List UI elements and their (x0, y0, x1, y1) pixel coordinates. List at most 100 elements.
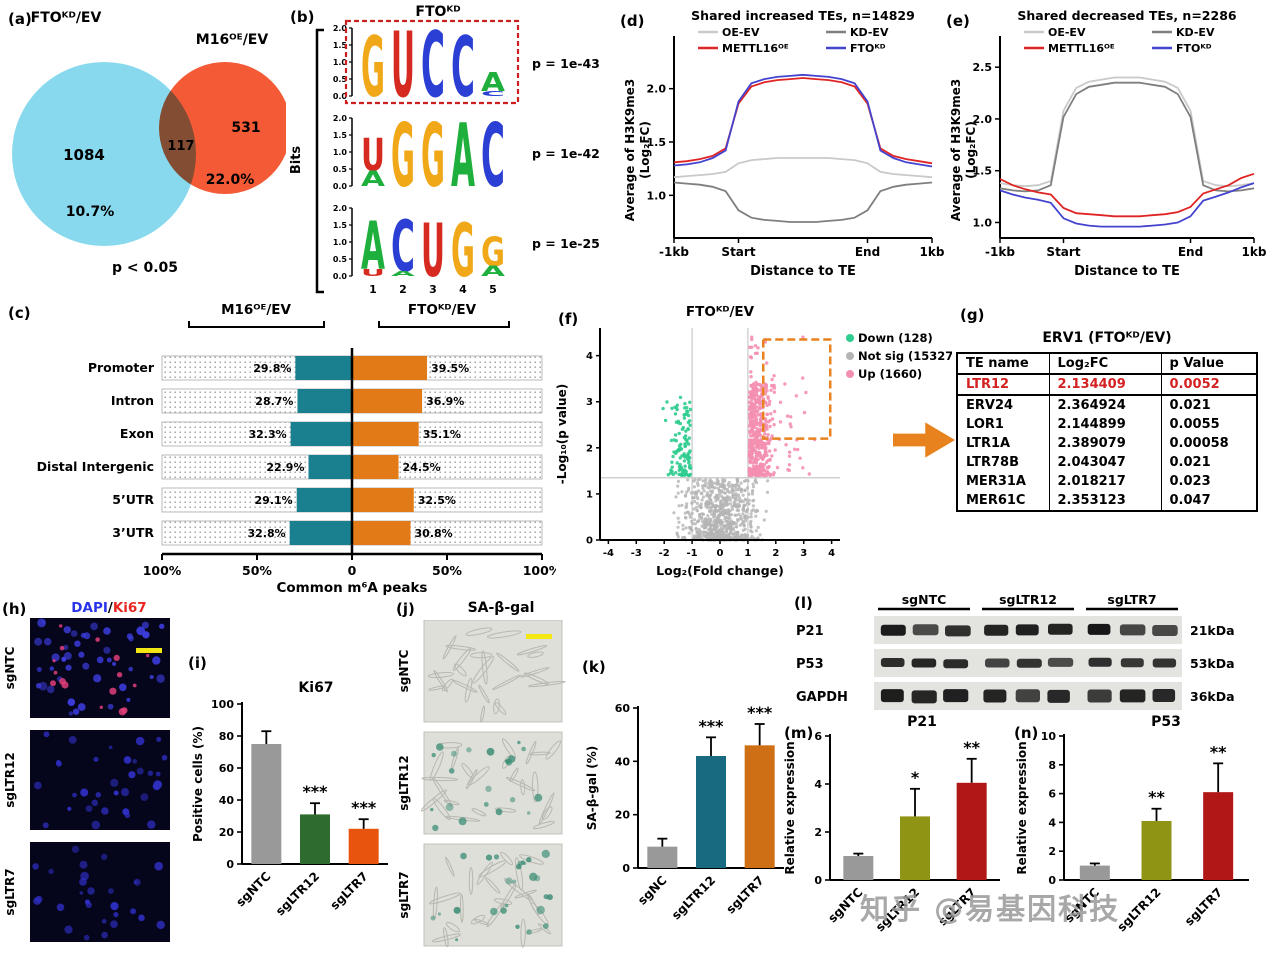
motif-letter-C: C (481, 89, 505, 98)
ki67-positive-cell (132, 683, 137, 688)
circle (773, 448, 777, 452)
blot-protein-label: GAPDH (796, 690, 848, 705)
cell-nucleus (112, 661, 117, 666)
circle (704, 525, 708, 529)
ytick-label: 20 (219, 826, 235, 839)
ytick-label: 2 (586, 443, 593, 454)
circle (751, 471, 755, 475)
blot-band (1047, 657, 1074, 667)
motif-letter-A: A (361, 167, 386, 192)
circle (763, 473, 767, 478)
circle (718, 521, 723, 525)
circle (748, 459, 752, 463)
table-cell: 2.018217 (1049, 472, 1162, 491)
circle (690, 501, 694, 505)
circle (682, 416, 687, 420)
circle (769, 412, 773, 416)
circle (721, 496, 725, 500)
circle (675, 403, 679, 407)
scale-bar (136, 648, 162, 653)
table-row: LTR78B 2.043047 0.021 (957, 453, 1257, 472)
circle (694, 505, 698, 510)
circle (798, 456, 802, 460)
circle (712, 515, 716, 519)
sa-b-gal-stain (543, 894, 549, 900)
cell-nucleus (149, 675, 154, 679)
sa-b-gal-bar-chart: 0 20 40 60 sgNC *** sgLTR12 *** sgLTR7 SA-β-gal (… (585, 702, 784, 922)
circle (687, 436, 691, 440)
bar-sgNTC (1079, 865, 1110, 880)
row-label: sgLTR7 (3, 868, 17, 915)
motif-ytick: 1.0 (333, 58, 348, 67)
circle (756, 473, 760, 478)
sa-b-gal-stain (451, 750, 457, 757)
circle (735, 535, 740, 539)
motif-highlight-box (344, 19, 520, 105)
circle (749, 512, 753, 516)
table-header: TE name (957, 353, 1050, 375)
circle (709, 507, 713, 511)
circle (765, 427, 769, 431)
ytick-label: 40 (219, 794, 235, 807)
circle (758, 428, 762, 432)
table-row: LOR1 2.144899 0.0055 (957, 415, 1257, 434)
circle (688, 423, 692, 427)
circle (754, 445, 759, 449)
ytick-label: 80 (219, 730, 235, 743)
circle (751, 489, 755, 493)
x-category-label: sgLTR7 (1182, 885, 1225, 928)
circle (732, 520, 736, 525)
circle (749, 397, 754, 402)
circle (754, 418, 759, 423)
sa-b-gal-stain (517, 740, 521, 745)
series-line (673, 181, 933, 223)
panel-label-h: (h) (2, 600, 27, 618)
circle (772, 409, 777, 414)
ytick-label: 1 (586, 489, 593, 500)
cell-outline (428, 685, 447, 691)
sa-b-gal-stain (509, 797, 516, 803)
circle (765, 389, 769, 393)
cell-nucleus (103, 627, 111, 635)
circle (743, 488, 747, 493)
motif-letter-A: A (481, 264, 505, 280)
blot-protein-label: P21 (796, 624, 824, 639)
peak-xlabel: Common m⁶A peaks (277, 580, 428, 596)
table-cell: 0.0052 (1161, 374, 1257, 396)
circle (694, 527, 698, 531)
cell-nucleus (128, 635, 134, 642)
venn-left-count: 1084 (63, 146, 105, 164)
circle (728, 496, 732, 500)
circle (794, 394, 798, 398)
cell-nucleus (159, 623, 165, 629)
x-category-label: sgLTR7 (724, 873, 767, 916)
circle (734, 533, 738, 537)
cell-nucleus (156, 920, 165, 930)
table-row: MER31A 2.018217 0.023 (957, 472, 1257, 491)
circle (751, 441, 755, 445)
cell-nucleus (48, 868, 54, 875)
circle (755, 410, 759, 414)
circle (674, 451, 678, 455)
series-line (999, 81, 1255, 193)
venn-right-pct: 22.0% (206, 172, 255, 188)
circle (685, 502, 689, 506)
circle (675, 461, 679, 465)
cell-outline (527, 651, 544, 658)
peaks-bar-chart: M16ᴼᴱ/EV FTOᴷᴰ/EV 29.8% 39.5% Promoter 28.7% 3… (37, 302, 556, 596)
circle (675, 533, 679, 537)
circle (671, 472, 675, 477)
motif-title: FTOᴷᴰ (415, 4, 460, 20)
cell-nucleus (123, 756, 132, 764)
circle (687, 525, 692, 530)
circle (711, 509, 715, 513)
peak-left-value: 28.7% (255, 395, 293, 408)
series-line (673, 73, 933, 168)
xtick-label: 1 (744, 548, 751, 559)
circle (689, 491, 693, 495)
cell-outline (461, 762, 474, 779)
circle (699, 491, 703, 495)
circle (704, 530, 708, 535)
circle (765, 490, 770, 494)
circle (683, 402, 687, 406)
